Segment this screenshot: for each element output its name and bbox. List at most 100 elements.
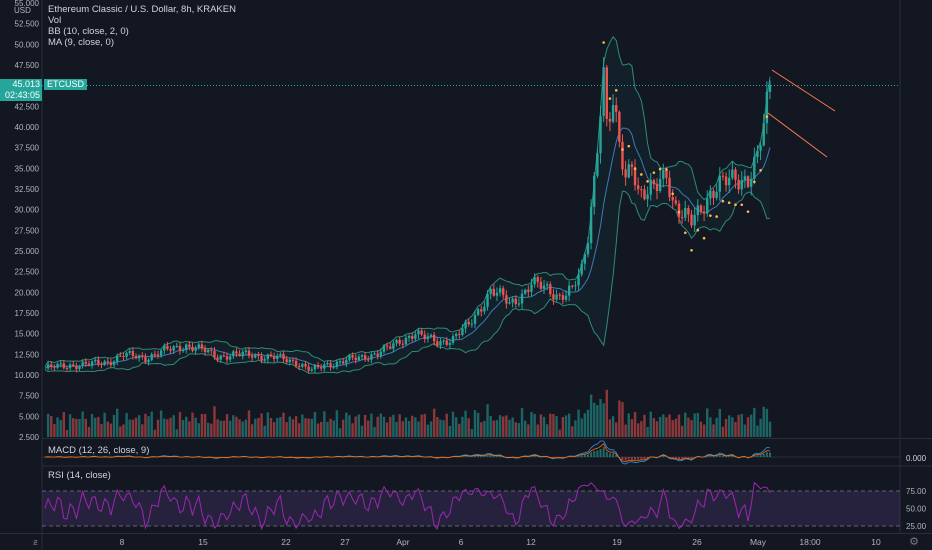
candle-body <box>442 340 445 342</box>
candle-body <box>137 355 141 359</box>
candle-body <box>392 343 395 349</box>
candle-body <box>558 294 561 296</box>
volume-bar <box>298 423 301 437</box>
volume-bar <box>232 415 235 437</box>
candle-body <box>768 84 772 92</box>
candle-body <box>727 177 731 186</box>
candle-body <box>376 353 379 356</box>
volume-bar <box>583 413 587 437</box>
candle-body <box>646 194 649 200</box>
volume-bar <box>687 417 690 437</box>
macd-histogram-bar <box>706 455 709 457</box>
volume-bar <box>621 402 624 437</box>
candle-body <box>166 345 169 350</box>
candle-body <box>181 350 185 352</box>
macd-histogram-bar <box>414 456 417 457</box>
volume-bar <box>279 417 282 437</box>
candle-body <box>640 189 643 191</box>
macd-histogram-bar <box>596 450 599 457</box>
macd-histogram-bar <box>715 455 718 457</box>
gear-icon[interactable]: ⚙ <box>909 536 919 548</box>
volume-bar <box>759 418 762 437</box>
volume-bar <box>272 422 276 437</box>
macd-histogram-bar <box>436 457 439 458</box>
sar-dot <box>608 97 612 100</box>
candle-body <box>527 289 530 292</box>
macd-histogram-bar <box>662 455 665 457</box>
sar-dot <box>690 248 693 252</box>
sar-dot <box>702 236 706 240</box>
candle-body <box>250 355 254 358</box>
volume-bar <box>417 421 420 437</box>
volume-bar <box>304 418 307 437</box>
volume-bar <box>580 418 583 437</box>
volume-bar <box>602 403 605 437</box>
candle-body <box>511 298 514 303</box>
candle-body <box>658 179 662 192</box>
macd-histogram-bar <box>392 456 395 457</box>
candle-body <box>144 356 147 363</box>
x-tick-label: 26 <box>692 537 702 547</box>
candle-body <box>87 363 91 366</box>
x-tick-label: 8 <box>120 537 125 547</box>
rsi-tick-label: 75.00 <box>906 487 927 496</box>
volume-bar <box>134 417 138 437</box>
y-tick-label: 15.000 <box>15 330 40 339</box>
candle-body <box>266 354 270 360</box>
indicator-ma[interactable]: MA (9, close, 0) <box>48 37 114 48</box>
candle-body <box>749 178 753 187</box>
macd-histogram-bar <box>470 456 473 457</box>
candle-body <box>313 365 317 370</box>
candle-body <box>100 364 103 366</box>
volume-bar <box>527 424 530 437</box>
volume-bar <box>175 429 179 437</box>
macd-histogram-bar <box>216 457 219 458</box>
sar-dot <box>727 201 731 204</box>
candle-body <box>489 288 492 294</box>
macd-legend[interactable]: MACD (12, 26, close, 9) <box>48 445 150 456</box>
indicator-bb[interactable]: BB (10, close, 2, 0) <box>48 26 129 37</box>
candle-body <box>345 359 348 364</box>
candle-body <box>310 369 313 371</box>
chart-title[interactable]: Ethereum Classic / U.S. Dollar, 8h, KRAK… <box>48 4 236 15</box>
candle-body <box>599 115 602 154</box>
candle-body <box>605 67 608 119</box>
volume-bar <box>508 419 511 437</box>
rsi-legend[interactable]: RSI (14, close) <box>48 470 111 481</box>
candle-body <box>505 295 508 304</box>
candle-body <box>483 306 486 312</box>
volume-bar <box>244 419 248 437</box>
volume-bar <box>156 419 160 437</box>
volume-bar <box>498 415 502 437</box>
candle-body <box>319 367 323 369</box>
volume-bar <box>561 417 565 437</box>
timezone-icon[interactable]: ƶ <box>33 537 38 547</box>
volume-bar <box>341 419 345 437</box>
volume-bar <box>445 413 448 437</box>
volume-bar <box>294 416 298 437</box>
volume-bar <box>492 420 496 437</box>
bb-lower <box>44 190 771 374</box>
macd-value: 0.000 <box>906 454 927 463</box>
volume-bar <box>536 424 539 437</box>
candle-body <box>746 176 750 187</box>
volume-bar <box>185 416 188 437</box>
candle-body <box>279 353 282 356</box>
candle-body <box>175 345 179 347</box>
candle-body <box>128 350 131 353</box>
candle-body <box>502 288 505 296</box>
macd-signal-line <box>44 443 771 463</box>
volume-bar <box>470 429 474 437</box>
candle-body <box>633 167 637 186</box>
volume-bar <box>106 421 109 437</box>
volume-bar <box>213 406 216 437</box>
macd-histogram-bar <box>728 455 731 457</box>
volume-bar <box>611 416 615 437</box>
sar-dot <box>614 89 618 92</box>
volume-bar <box>680 425 684 437</box>
macd-histogram-bar <box>747 457 750 458</box>
candle-body <box>150 354 153 360</box>
volume-bar <box>269 418 273 437</box>
indicator-vol[interactable]: Vol <box>48 15 62 26</box>
